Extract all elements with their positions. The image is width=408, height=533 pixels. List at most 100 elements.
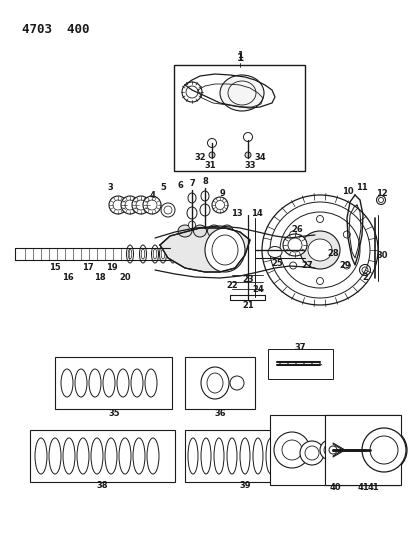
Bar [174, 65, 305, 171]
Ellipse shape [205, 228, 245, 272]
Ellipse shape [103, 369, 115, 397]
Text: 26: 26 [291, 225, 303, 235]
Circle shape [341, 438, 359, 456]
Text: 40: 40 [329, 483, 341, 492]
Ellipse shape [227, 438, 237, 474]
Text: 3: 3 [107, 183, 113, 192]
Text: 16: 16 [62, 273, 74, 282]
Text: 30: 30 [376, 251, 388, 260]
Ellipse shape [169, 245, 177, 263]
Text: 4703  400: 4703 400 [22, 23, 89, 36]
Text: 5: 5 [160, 183, 166, 192]
Ellipse shape [288, 238, 302, 252]
Ellipse shape [121, 196, 139, 214]
Ellipse shape [140, 245, 146, 263]
Text: 23: 23 [242, 276, 254, 285]
Circle shape [305, 446, 319, 460]
Ellipse shape [133, 438, 145, 474]
Circle shape [344, 262, 350, 269]
Ellipse shape [262, 195, 378, 305]
Text: 14: 14 [251, 209, 263, 219]
Circle shape [300, 441, 324, 465]
Circle shape [317, 278, 324, 285]
Ellipse shape [75, 369, 87, 397]
Text: 27: 27 [301, 262, 313, 271]
Ellipse shape [35, 438, 47, 474]
Circle shape [274, 432, 310, 468]
Ellipse shape [145, 369, 157, 397]
Circle shape [282, 440, 302, 460]
Text: 39: 39 [239, 481, 251, 490]
Ellipse shape [91, 438, 103, 474]
Ellipse shape [240, 438, 250, 474]
Text: 38: 38 [96, 481, 108, 490]
Bar [325, 415, 400, 485]
Circle shape [244, 133, 253, 141]
Ellipse shape [280, 212, 360, 288]
Text: 11: 11 [356, 183, 368, 192]
Ellipse shape [147, 438, 159, 474]
Text: 20: 20 [119, 273, 131, 282]
Text: 13: 13 [231, 209, 243, 219]
Ellipse shape [160, 245, 166, 263]
Ellipse shape [119, 438, 131, 474]
Bar [270, 415, 400, 485]
Text: 33: 33 [244, 160, 256, 169]
Ellipse shape [220, 75, 264, 111]
Text: 2: 2 [362, 273, 368, 282]
Text: 19: 19 [106, 263, 118, 272]
Ellipse shape [266, 438, 276, 474]
Ellipse shape [201, 438, 211, 474]
Ellipse shape [200, 204, 210, 216]
Ellipse shape [300, 231, 340, 269]
Ellipse shape [187, 207, 197, 219]
Circle shape [363, 428, 407, 472]
Circle shape [290, 262, 297, 269]
Text: 4: 4 [149, 191, 155, 200]
Circle shape [377, 196, 386, 205]
Text: 21: 21 [242, 301, 254, 310]
Circle shape [362, 428, 406, 472]
Ellipse shape [126, 245, 133, 263]
Text: 34: 34 [254, 154, 266, 163]
Circle shape [245, 152, 251, 158]
Ellipse shape [109, 196, 127, 214]
Circle shape [334, 431, 366, 463]
Ellipse shape [188, 193, 196, 203]
Ellipse shape [178, 242, 188, 266]
Ellipse shape [201, 191, 209, 201]
Bar [30, 430, 175, 482]
Circle shape [208, 139, 217, 148]
Circle shape [329, 446, 337, 454]
Ellipse shape [63, 438, 75, 474]
Ellipse shape [308, 239, 332, 261]
Text: 1: 1 [237, 51, 243, 60]
Ellipse shape [161, 203, 175, 217]
Ellipse shape [283, 234, 307, 256]
Text: 25: 25 [271, 259, 283, 268]
Circle shape [209, 152, 215, 158]
Circle shape [371, 436, 399, 464]
Text: 7: 7 [189, 179, 195, 188]
Ellipse shape [49, 438, 61, 474]
Text: 6: 6 [177, 181, 183, 190]
Ellipse shape [188, 438, 198, 474]
Text: 8: 8 [202, 176, 208, 185]
Text: 37: 37 [294, 343, 306, 351]
Ellipse shape [132, 196, 150, 214]
Ellipse shape [105, 438, 117, 474]
Ellipse shape [89, 369, 101, 397]
Ellipse shape [221, 225, 233, 237]
Bar [185, 357, 255, 409]
Text: 29: 29 [339, 261, 351, 270]
Circle shape [370, 436, 398, 464]
Text: 15: 15 [49, 263, 61, 272]
Text: 36: 36 [214, 408, 226, 417]
Text: 1: 1 [236, 53, 244, 63]
Text: 18: 18 [94, 273, 106, 282]
Text: 35: 35 [108, 408, 120, 417]
Circle shape [317, 215, 324, 222]
Ellipse shape [270, 202, 370, 298]
Circle shape [344, 231, 350, 238]
Circle shape [320, 440, 340, 460]
